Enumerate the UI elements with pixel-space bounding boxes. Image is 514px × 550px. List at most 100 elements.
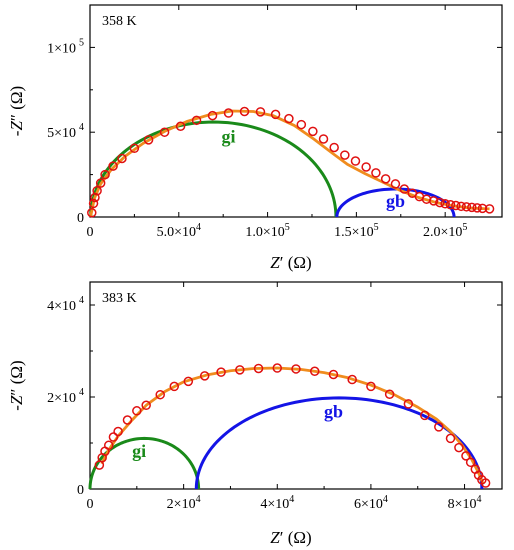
data-point	[428, 196, 439, 206]
x-tick-label: 0	[87, 225, 94, 240]
data-point	[480, 478, 491, 488]
data-point	[235, 365, 245, 375]
data-point	[472, 203, 482, 213]
data-point	[318, 134, 329, 144]
y-tick-label: 0	[77, 483, 84, 498]
y-tick-exponent: 4	[79, 387, 84, 398]
y-tick-label: 1×10	[47, 41, 76, 56]
x-tick-label: 8×104	[448, 494, 482, 512]
data-point	[175, 121, 186, 132]
data-point	[456, 201, 466, 212]
x-tick-label: 0	[87, 497, 94, 512]
data-point	[223, 108, 234, 118]
data-point	[113, 426, 123, 437]
arc-label-gi: gi	[132, 441, 146, 461]
data-point	[390, 179, 401, 189]
y-tick-label: 0	[77, 211, 84, 226]
data-point	[435, 197, 445, 208]
arc-label-gb: gb	[324, 402, 343, 422]
data-point	[445, 433, 456, 444]
x-tick-label: 2×104	[167, 494, 201, 512]
arc-gi	[89, 120, 338, 218]
data-point	[328, 369, 339, 380]
data-point	[88, 198, 99, 209]
data-point	[87, 208, 97, 218]
data-point	[484, 204, 495, 214]
fit-curve	[100, 366, 485, 485]
data-point	[272, 363, 283, 373]
data-point	[371, 168, 381, 178]
data-point	[454, 442, 464, 453]
data-point	[420, 410, 430, 421]
data-point	[155, 389, 165, 400]
data-point	[199, 371, 210, 381]
data-point	[340, 150, 350, 160]
y-tick-label: 2×10	[47, 391, 76, 406]
data-point	[380, 174, 391, 184]
y-axis-label: -Z″ (Ω)	[7, 360, 26, 410]
data-point	[403, 399, 414, 409]
fit-curve	[89, 109, 490, 217]
data-point	[284, 113, 294, 124]
panel-top: 0 5.0×104 1.0×105 1.5×105 2.0×105 0 5×10 4 1×10 5…	[7, 4, 503, 272]
plot-frame	[89, 281, 503, 490]
data-point	[477, 203, 488, 214]
x-tick-label: 5.0×104	[157, 222, 201, 240]
arc-label-gi: gi	[222, 126, 236, 146]
data-point	[117, 153, 127, 164]
data-point	[296, 119, 307, 130]
data-point	[465, 457, 476, 468]
data-point	[132, 406, 142, 416]
arc-label-gb: gb	[386, 191, 405, 211]
data-point	[361, 162, 371, 172]
data-point	[461, 202, 472, 212]
x-axis-label: Z′ (Ω)	[270, 253, 311, 272]
data-point	[129, 143, 140, 154]
arc-gi	[88, 436, 201, 490]
data-point	[309, 366, 320, 376]
data-point	[216, 367, 226, 377]
data-point	[350, 156, 361, 166]
y-tick-exponent: 4	[79, 122, 84, 133]
data-point	[255, 107, 266, 117]
data-point	[95, 178, 106, 188]
data-point	[270, 109, 281, 120]
data-point	[169, 381, 180, 392]
data-point	[191, 115, 202, 126]
data-point	[92, 185, 102, 196]
data-point	[366, 381, 376, 392]
y-tick-label: 4×10	[47, 299, 76, 314]
x-axis-label: Z′ (Ω)	[270, 528, 311, 547]
y-tick-label: 5×10	[47, 126, 76, 141]
data-point	[308, 126, 318, 137]
x-tick-label: 1.5×105	[334, 222, 378, 240]
data-point	[103, 440, 114, 451]
data-point	[141, 400, 151, 411]
x-tick-label: 1.0×105	[245, 222, 289, 240]
data-point	[445, 200, 456, 210]
data-point	[143, 135, 154, 145]
data-point	[467, 202, 477, 213]
data-point	[183, 376, 194, 387]
data-point	[461, 451, 471, 461]
data-point	[440, 199, 450, 209]
data-point	[384, 389, 395, 399]
x-tick-label: 4×104	[260, 494, 294, 512]
data-point	[207, 110, 218, 121]
temperature-label: 383 K	[102, 291, 137, 306]
data-point	[434, 422, 444, 432]
data-point	[108, 432, 119, 442]
data-point	[291, 364, 301, 374]
data-point	[159, 127, 170, 137]
data-point	[108, 161, 118, 171]
arc-gb	[194, 396, 484, 490]
data-point	[347, 374, 357, 385]
y-axis-label: -Z″ (Ω)	[7, 86, 26, 136]
data-point	[122, 415, 133, 425]
x-tick-label: 2.0×105	[423, 222, 467, 240]
data-point	[253, 363, 264, 374]
y-tick-exponent: 5	[79, 37, 84, 48]
x-tick-label: 6×104	[354, 494, 388, 512]
plot-frame	[89, 4, 503, 218]
